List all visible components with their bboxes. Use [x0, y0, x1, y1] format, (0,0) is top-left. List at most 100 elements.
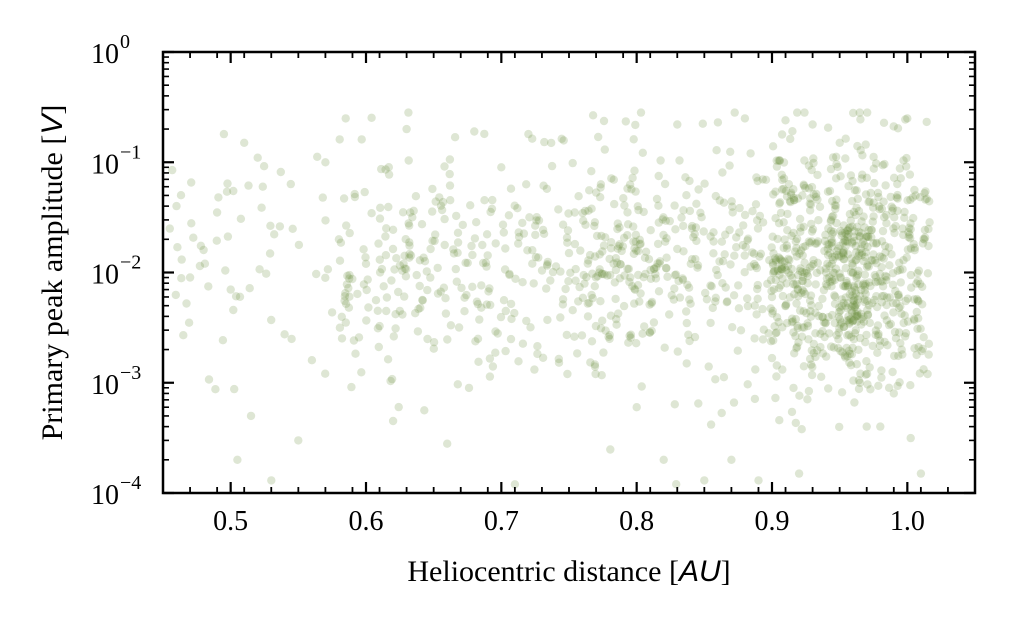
data-point	[750, 301, 759, 310]
data-point	[893, 266, 902, 275]
data-point	[879, 254, 888, 263]
data-point	[375, 255, 384, 264]
data-point	[755, 252, 764, 261]
data-point	[839, 248, 848, 258]
data-point	[661, 237, 670, 246]
data-point	[799, 362, 809, 371]
data-point	[888, 269, 898, 278]
data-point	[595, 250, 604, 259]
data-point	[736, 326, 746, 335]
data-point	[842, 236, 851, 246]
data-point	[803, 279, 812, 288]
data-point	[394, 287, 403, 297]
data-point	[867, 225, 876, 235]
data-point	[914, 297, 923, 306]
data-point	[650, 264, 659, 273]
data-point	[922, 117, 931, 127]
data-point	[797, 288, 806, 298]
data-point	[615, 223, 624, 232]
data-point	[679, 206, 688, 215]
data-point	[568, 306, 577, 315]
data-point	[800, 156, 809, 165]
data-point	[638, 148, 647, 157]
data-point	[474, 357, 483, 366]
data-point	[825, 186, 835, 196]
data-point	[832, 152, 841, 161]
data-point	[895, 378, 904, 387]
data-point	[861, 190, 871, 199]
data-point	[431, 197, 440, 206]
data-point	[694, 185, 703, 194]
data-point	[613, 224, 622, 234]
data-point	[391, 310, 400, 319]
data-point	[848, 291, 857, 300]
data-point	[784, 268, 793, 277]
data-point	[454, 323, 464, 332]
data-point	[836, 320, 845, 329]
data-point	[872, 292, 881, 301]
data-point	[786, 271, 795, 280]
data-point	[590, 360, 600, 369]
x-tick-label: 0.6	[349, 506, 384, 537]
data-point	[843, 281, 853, 290]
data-point	[408, 213, 417, 222]
data-point	[869, 203, 878, 212]
data-point	[395, 261, 405, 270]
data-point	[717, 237, 727, 246]
data-point	[634, 205, 643, 215]
data-point	[766, 304, 775, 313]
data-point	[518, 339, 528, 348]
data-point	[506, 299, 516, 309]
data-point	[827, 282, 836, 291]
data-point	[406, 208, 415, 217]
data-point	[429, 344, 438, 353]
data-point	[682, 318, 691, 328]
x-tick-label: 0.7	[484, 506, 519, 537]
data-point	[805, 296, 815, 305]
data-point	[761, 175, 771, 184]
data-point	[700, 179, 709, 188]
data-point	[849, 335, 859, 344]
data-point	[853, 311, 862, 320]
data-point	[845, 290, 854, 299]
data-point	[814, 301, 823, 311]
data-point	[802, 266, 811, 275]
data-point	[604, 332, 613, 341]
data-point	[788, 273, 797, 282]
data-point	[845, 349, 855, 359]
data-point	[841, 242, 850, 251]
data-point	[840, 282, 849, 291]
data-point	[580, 279, 589, 288]
data-point	[754, 476, 763, 485]
data-point	[335, 323, 345, 332]
data-point	[505, 269, 514, 279]
data-point	[524, 129, 533, 139]
data-point	[848, 239, 857, 248]
data-point	[377, 264, 387, 274]
data-point	[845, 319, 854, 328]
data-point	[743, 236, 752, 245]
data-point	[468, 282, 477, 291]
data-point	[635, 235, 644, 244]
data-point	[848, 176, 857, 186]
data-point	[692, 199, 701, 208]
data-point	[375, 268, 385, 277]
data-point	[846, 361, 856, 370]
data-point	[832, 160, 841, 169]
data-point	[583, 312, 593, 321]
data-point	[564, 248, 574, 258]
data-point	[501, 346, 510, 356]
data-point	[830, 252, 840, 261]
data-point	[851, 326, 860, 335]
data-point	[709, 228, 718, 237]
data-point	[847, 350, 857, 359]
data-point	[671, 270, 681, 279]
data-point	[361, 253, 370, 262]
data-point	[262, 269, 271, 278]
data-point	[443, 439, 452, 448]
data-point	[842, 316, 852, 325]
data-point	[662, 264, 671, 273]
data-point	[307, 356, 317, 365]
data-point	[686, 259, 695, 268]
data-point	[805, 238, 814, 248]
